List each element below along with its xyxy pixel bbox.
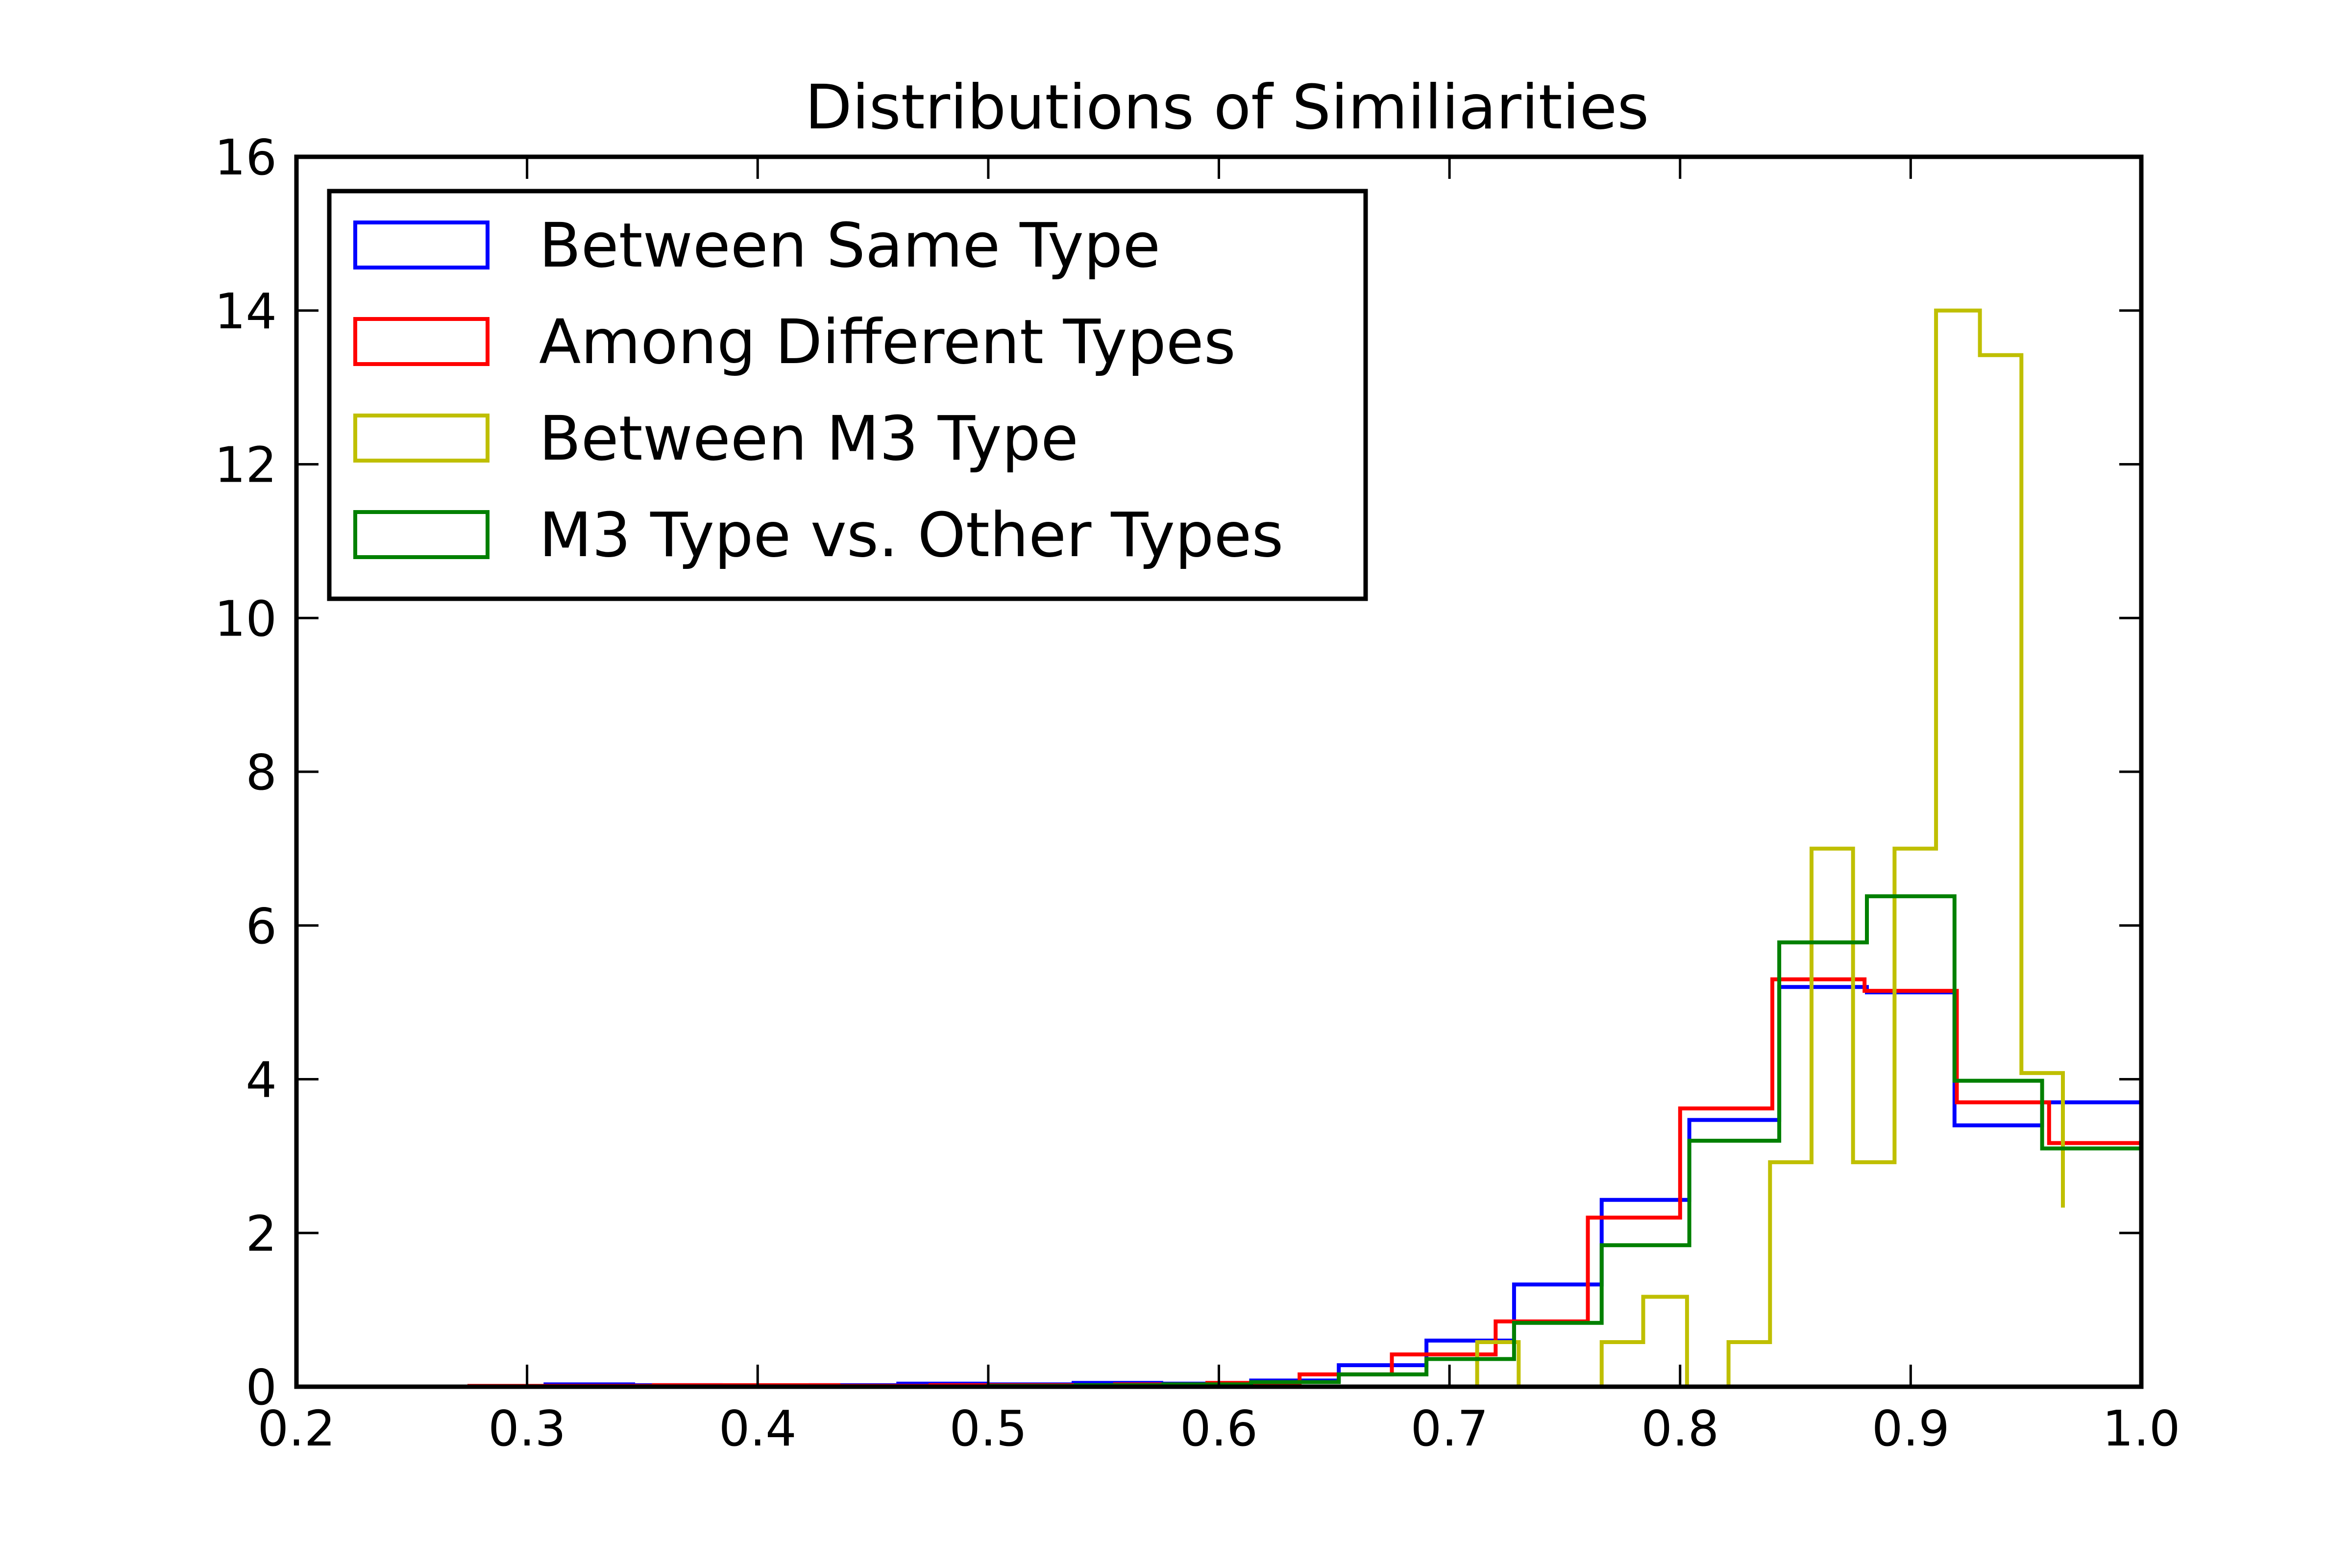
legend-swatch-2 [353,414,490,463]
x-tick-label: 0.6 [1180,1400,1258,1457]
legend-frame [327,189,1368,601]
y-tick-label: 6 [245,898,277,955]
y-tick-label: 2 [245,1205,277,1262]
y-tick-label: 0 [245,1359,277,1416]
y-tick-label: 4 [245,1052,277,1109]
x-tick-label: 0.8 [1641,1400,1719,1457]
y-tick-label: 14 [215,283,277,340]
series-0-histogram [458,985,2143,1389]
chart-title: Distributions of Similiarities [805,72,1649,143]
legend-label-2: Between M3 Type [539,403,1078,474]
legend-label-0: Between Same Type [539,210,1160,281]
axis-ticks: 0.2 0.3 0.4 0.5 0.6 0.7 0.8 0.9 1.0 0 2 4 6 8 10 12 14 16 [215,129,2180,1457]
x-tick-label: 0.9 [1872,1400,1950,1457]
legend-swatch-0 [353,220,490,270]
x-tick-label: 0.3 [488,1400,566,1457]
y-tick-label: 8 [245,744,277,801]
legend-swatch-3 [353,510,490,559]
x-tick-label: 0.4 [719,1400,797,1457]
y-tick-label: 12 [215,437,277,494]
series-1-histogram [467,977,2143,1388]
legend-label-1: Among Different Types [539,307,1236,378]
y-tick-label: 16 [215,129,277,186]
y-tick-label: 10 [215,590,277,647]
x-tick-label: 0.5 [949,1400,1027,1457]
x-tick-label: 0.7 [1411,1400,1489,1457]
series-2-histogram [1475,308,2065,1389]
legend-swatch-1 [353,317,490,366]
x-tick-label: 0.2 [257,1400,335,1457]
series-3-histogram [986,894,2143,1388]
x-tick-label: 1.0 [2102,1400,2180,1457]
legend: Between Same Type Among Different Types Be… [327,189,1368,601]
legend-label-3: M3 Type vs. Other Types [539,500,1283,571]
